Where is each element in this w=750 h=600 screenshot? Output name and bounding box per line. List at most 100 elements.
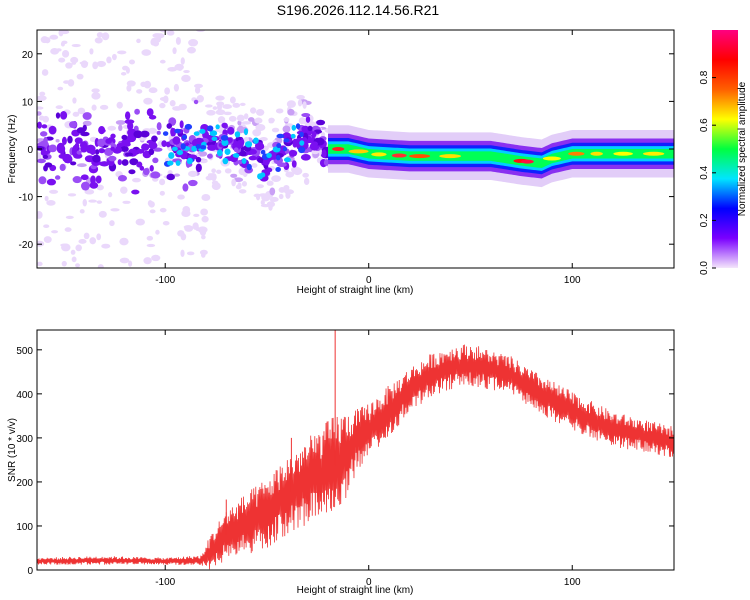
noise-blob [118, 124, 123, 132]
snr-panel: -100 0 100 0 100 200 300 400 500 Height of stra… [7, 329, 675, 596]
signal-blob [131, 189, 140, 195]
noise-blob [150, 38, 157, 46]
noise-blob [76, 163, 87, 168]
signal-blob [136, 149, 145, 154]
signal-blob [121, 134, 128, 141]
noise-blob [78, 239, 87, 244]
noise-blob [187, 170, 198, 177]
hot-spot [439, 154, 462, 159]
ridge-band [328, 144, 674, 169]
noise-blob [120, 186, 128, 194]
signal-blob [72, 176, 82, 184]
noise-blob [122, 200, 131, 204]
signal-blob [307, 125, 313, 132]
signal-blob [291, 124, 297, 131]
signal-blob [172, 138, 179, 143]
signal-blob [290, 133, 296, 139]
noise-blob [71, 43, 81, 48]
noise-blob [44, 195, 49, 202]
noise-blob [211, 182, 221, 191]
signal-blob [81, 181, 90, 191]
signal-blob [156, 130, 161, 135]
signal-blob [124, 152, 134, 157]
noise-blob [212, 106, 218, 110]
spectrogram-heatmap [37, 30, 674, 268]
noise-blob [37, 210, 43, 219]
noise-blob [282, 125, 291, 133]
noise-blob [232, 102, 241, 108]
signal-blob [48, 125, 57, 135]
noise-blob [211, 168, 217, 174]
signal-blob [253, 137, 259, 144]
y-tick-label: 0 [27, 566, 33, 577]
noise-blob [287, 108, 295, 116]
colorbar-tick-label: 0.6 [699, 118, 710, 132]
noise-blob [283, 117, 290, 122]
noise-blob [321, 131, 326, 138]
signal-blob [62, 156, 68, 162]
noise-blob [251, 163, 258, 168]
signal-blob [128, 169, 136, 175]
noise-blob [200, 208, 209, 216]
signal-blob [117, 159, 122, 166]
noise-blob [96, 200, 103, 204]
noise-blob [201, 215, 209, 223]
noise-blob [271, 127, 280, 133]
noise-blob [173, 173, 181, 177]
noise-blob [215, 95, 225, 101]
signal-blob [129, 158, 139, 166]
noise-blob [83, 232, 90, 240]
x-tick-label: -100 [155, 275, 175, 286]
y-tick-label: 0 [27, 145, 33, 156]
noise-blob [91, 88, 100, 93]
signal-blob [72, 145, 78, 152]
noise-blob [96, 32, 104, 38]
signal-blob [134, 108, 140, 115]
noise-blob [37, 153, 42, 161]
noise-blob [177, 230, 185, 237]
spectrogram-xlabel: Height of straight line (km) [297, 285, 414, 296]
y-tick-label: 20 [22, 50, 34, 61]
signal-blob [301, 112, 311, 118]
snr-series [37, 330, 674, 570]
signal-blob [283, 157, 291, 163]
noise-blob [108, 192, 113, 198]
noise-blob [215, 109, 226, 116]
noise-blob [285, 191, 291, 199]
spectrogram-blobs [37, 30, 674, 268]
hot-spot [590, 151, 603, 156]
noise-blob [106, 56, 112, 64]
signal-blob [175, 160, 181, 166]
signal-blob [140, 130, 150, 138]
signal-blob [148, 141, 158, 150]
signal-blob [76, 150, 82, 155]
signal-blob [195, 156, 202, 163]
noise-blob [223, 111, 232, 116]
noise-blob [199, 228, 207, 236]
noise-blob [140, 81, 147, 87]
y-tick-label: 500 [16, 346, 33, 357]
noise-blob [197, 151, 208, 157]
signal-blob [291, 160, 297, 168]
noise-blob [269, 196, 279, 202]
noise-blob [181, 74, 191, 83]
signal-blob [39, 131, 48, 137]
signal-blob [82, 112, 92, 120]
y-tick-label: 400 [16, 390, 33, 401]
signal-blob [311, 131, 317, 138]
signal-blob [156, 122, 162, 131]
signal-blob [207, 125, 214, 132]
noise-blob [159, 59, 166, 64]
noise-blob [229, 96, 236, 104]
colorbar-ticks: 0.0 0.2 0.4 0.6 0.8 [699, 70, 716, 275]
noise-blob [128, 260, 133, 267]
noise-blob [91, 104, 97, 111]
signal-blob [150, 171, 161, 179]
signal-blob [148, 148, 155, 156]
noise-blob [193, 213, 200, 217]
noise-blob [71, 256, 77, 263]
noise-blob [119, 257, 130, 264]
signal-blob [207, 144, 217, 151]
noise-blob [37, 111, 42, 116]
noise-blob [67, 79, 75, 87]
